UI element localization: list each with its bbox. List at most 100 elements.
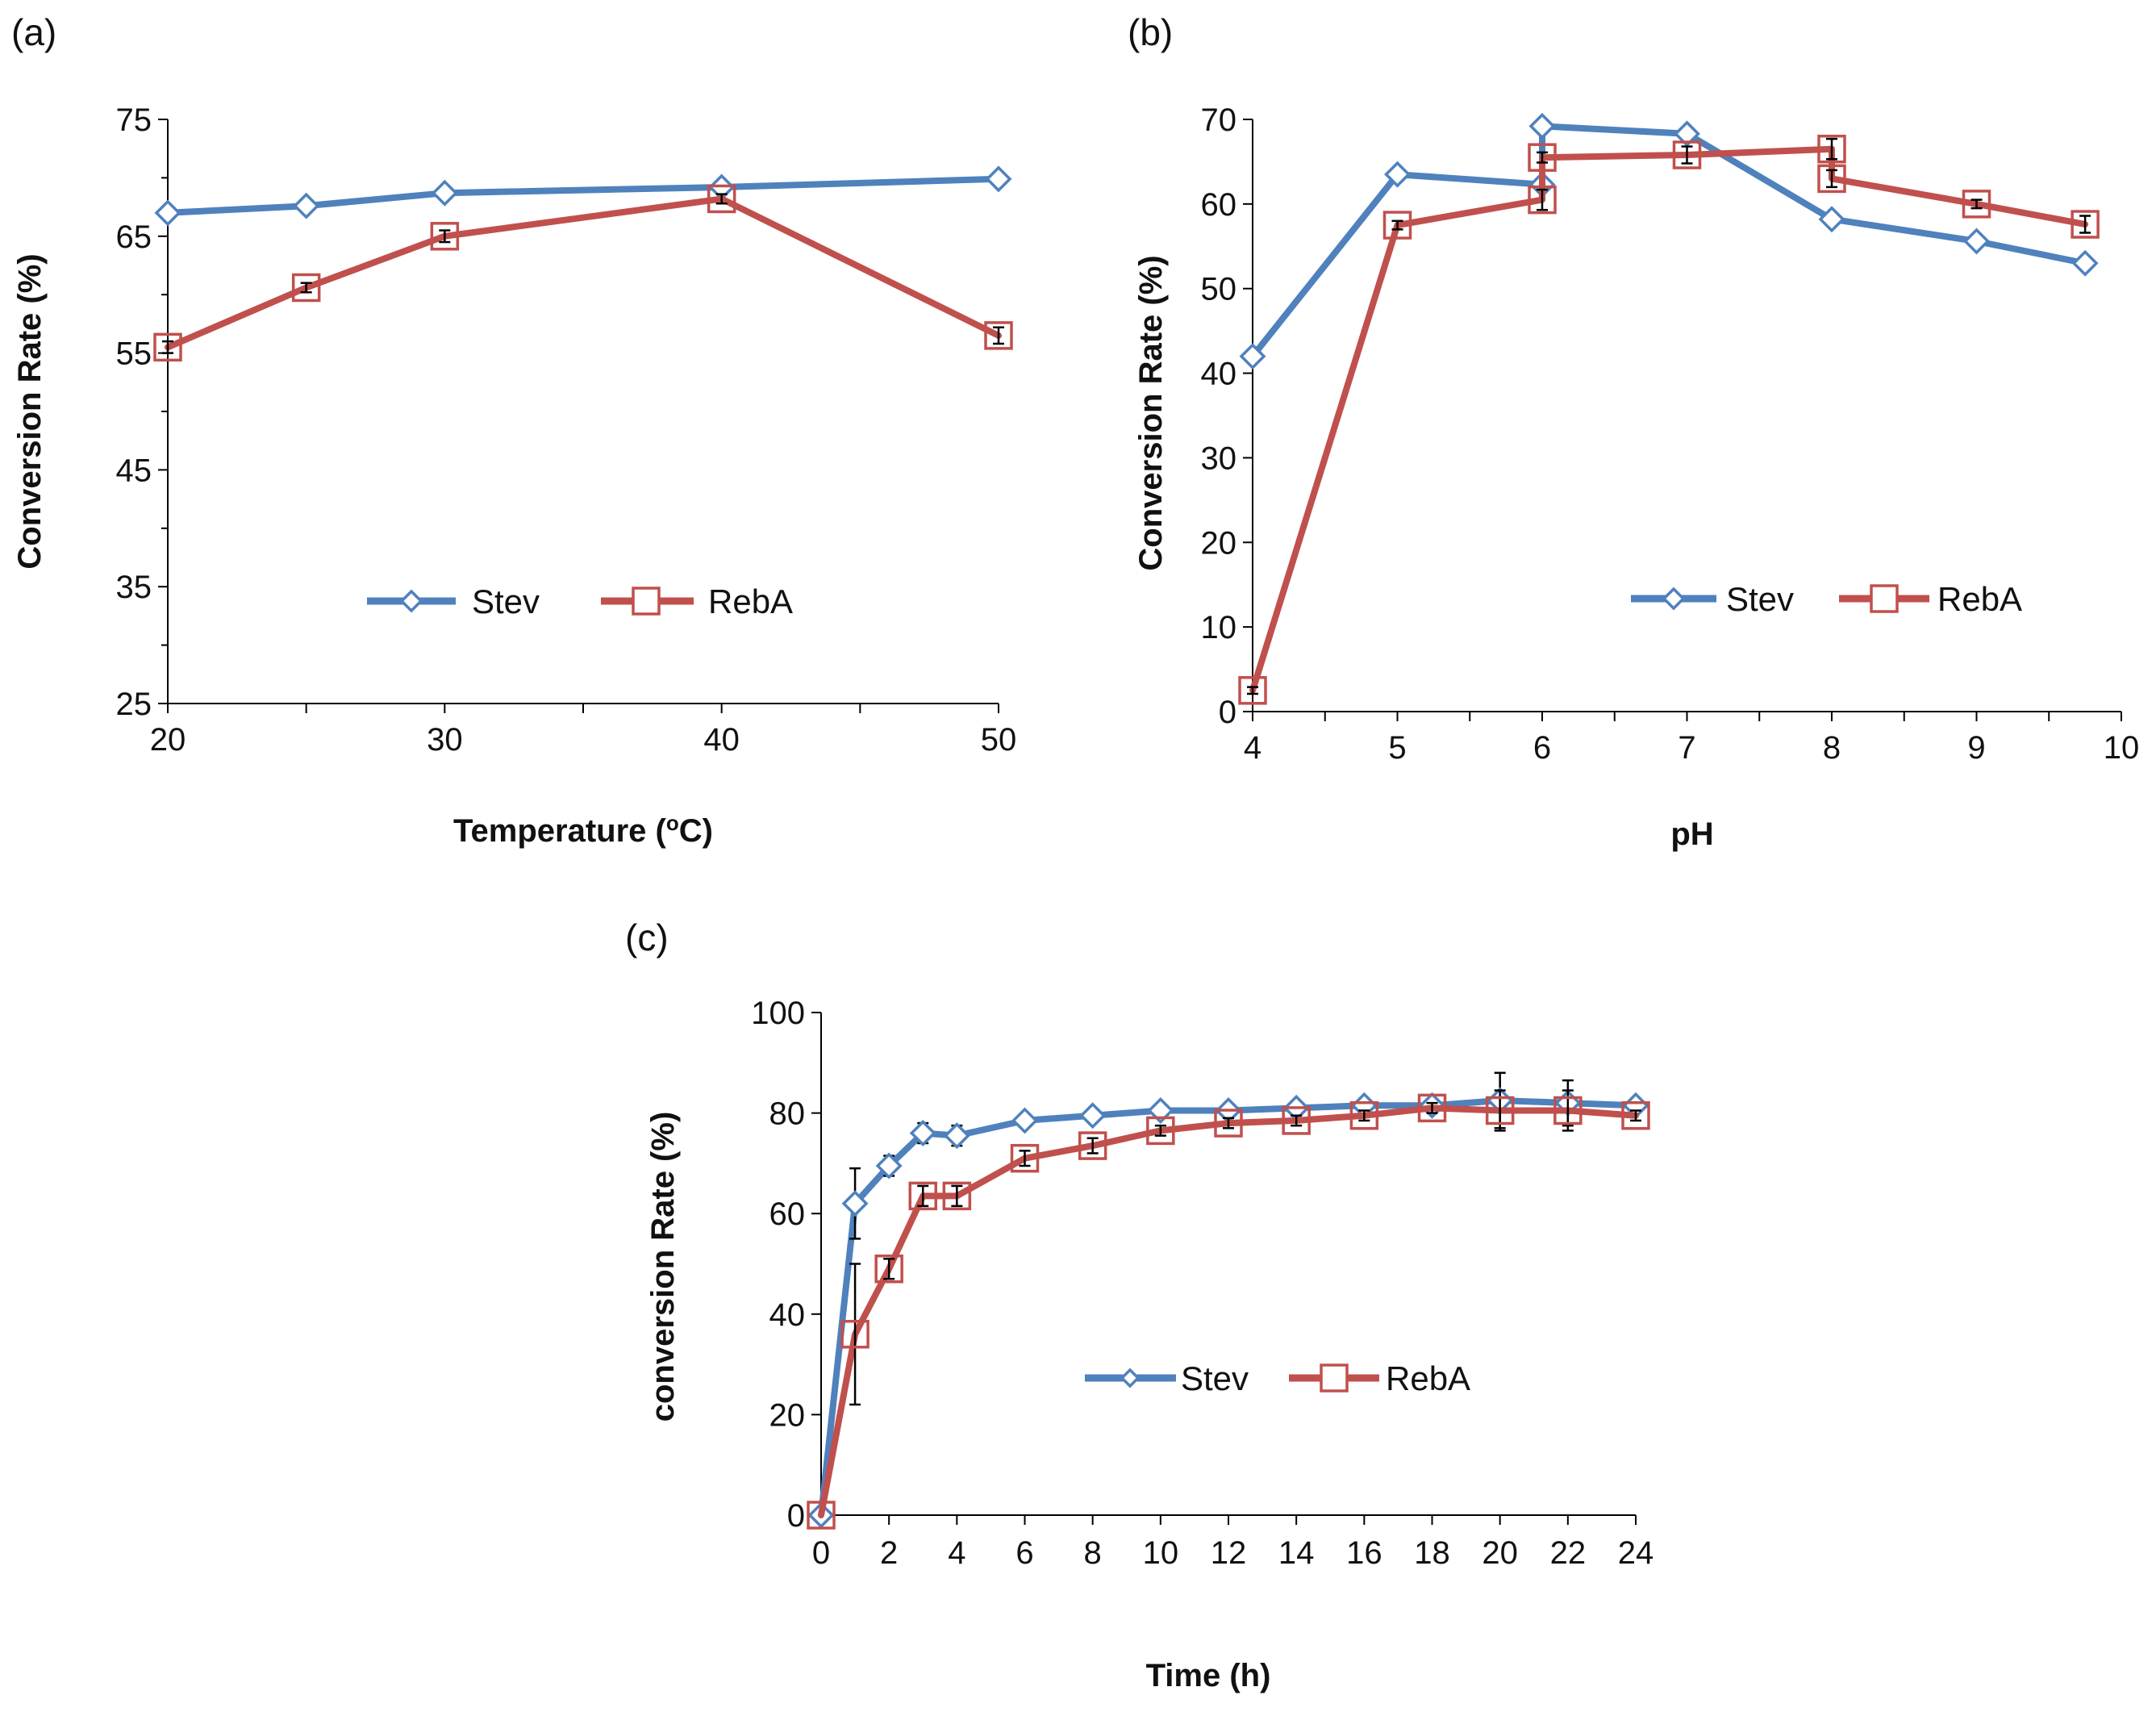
panel-b: (b) pH Conversion Rate (%) Stev RebA 0 10… bbox=[1128, 11, 2139, 852]
panel-a: (a) Temperature (oC) Conversion Rate (%)… bbox=[11, 11, 1016, 849]
panel-a-legend-stev-marker bbox=[399, 589, 423, 613]
panel-c-series-stev-point bbox=[1079, 1102, 1107, 1130]
panel-b-x-tick-label: 4 bbox=[1244, 730, 1261, 766]
panel-b-y-tick-label: 10 bbox=[1201, 610, 1237, 645]
panel-b-series-stev-line bbox=[1249, 123, 2089, 360]
panel-b-series-reba-point bbox=[2071, 210, 2100, 239]
panel-a-series-reba bbox=[153, 184, 1013, 362]
panel-b-y-tick-label: 50 bbox=[1201, 272, 1237, 307]
panel-c-x-tick-label: 16 bbox=[1346, 1535, 1382, 1571]
panel-b-x-tick-label: 6 bbox=[1533, 730, 1551, 766]
panel-c-label: (c) bbox=[625, 917, 669, 958]
panel-c-legend-stev-label: Stev bbox=[1181, 1359, 1249, 1397]
panel-c-series-reba-point bbox=[1621, 1100, 1650, 1130]
panel-a-y-tick-label: 65 bbox=[116, 219, 152, 255]
panel-a-series-reba-point bbox=[707, 184, 736, 214]
panel-b-series-stev-point bbox=[1963, 228, 1990, 255]
panel-b-y-axis-title: Conversion Rate (%) bbox=[1133, 255, 1169, 570]
panel-b-label: (b) bbox=[1128, 11, 1173, 53]
panel-c-legend-reba-marker bbox=[1320, 1363, 1349, 1393]
panel-a-y-tick-label: 35 bbox=[116, 570, 152, 605]
panel-b-series-stev-point bbox=[1528, 112, 1556, 140]
panel-c-x-tick-label: 18 bbox=[1414, 1535, 1450, 1571]
panel-b-legend: Stev RebA bbox=[1631, 580, 2022, 618]
panel-a-y-tick-label: 25 bbox=[116, 687, 152, 722]
panel-c-series-reba bbox=[807, 1089, 1650, 1530]
panel-b-series-reba-point bbox=[1528, 185, 1557, 215]
panel-c-y-tick-label: 100 bbox=[751, 996, 805, 1031]
panel-b-x-axis-title: pH bbox=[1670, 816, 1713, 852]
panel-a-x-tick-label: 50 bbox=[981, 722, 1017, 758]
panel-b-legend-stev-marker bbox=[1662, 587, 1686, 611]
panel-b-series-stev-point bbox=[1818, 206, 1845, 233]
panel-c-series-reba-point bbox=[807, 1501, 836, 1530]
panel-a-series-stev-point bbox=[431, 179, 458, 207]
panel-c-x-tick-label: 6 bbox=[1015, 1535, 1033, 1571]
panel-c-x-tick-label: 12 bbox=[1211, 1535, 1247, 1571]
panel-b-y-tick-label: 30 bbox=[1201, 441, 1237, 476]
panel-c-series-reba-point bbox=[1553, 1096, 1583, 1125]
panel-b-legend-reba-label: RebA bbox=[1937, 580, 2022, 618]
panel-b-y-tick-label: 40 bbox=[1201, 357, 1237, 392]
panel-b-series-reba-point bbox=[1817, 164, 1846, 194]
panel-c-series-reba-point bbox=[908, 1181, 937, 1211]
panel-c-series-reba-point bbox=[1146, 1116, 1175, 1146]
panel-a-x-axis-title: Temperature (oC) bbox=[453, 811, 713, 849]
panel-b-y-tick-label: 0 bbox=[1219, 695, 1236, 730]
panel-c-series-stev-point bbox=[909, 1120, 936, 1146]
panel-a-x-tick-label: 30 bbox=[427, 722, 463, 758]
panel-c-y-tick-label: 60 bbox=[769, 1196, 806, 1232]
panel-a-x-tick-label: 40 bbox=[703, 722, 740, 758]
panel-a-label: (a) bbox=[11, 11, 56, 53]
panel-c-series-stev-point bbox=[1147, 1097, 1174, 1124]
panel-a-series-stev-point bbox=[154, 199, 181, 227]
panel-c-x-tick-label: 10 bbox=[1143, 1535, 1179, 1571]
panel-b-y-tick-label: 70 bbox=[1201, 102, 1237, 138]
panel-c-series-stev-point bbox=[943, 1122, 970, 1150]
panel-b-legend-stev-label: Stev bbox=[1726, 580, 1794, 618]
panel-c-series-stev-point bbox=[1011, 1107, 1038, 1134]
panel-c-y-axis-title: conversion Rate (%) bbox=[645, 1112, 681, 1422]
panel-b-series-reba-point bbox=[1382, 211, 1412, 240]
panel-c-series-reba-point bbox=[874, 1254, 903, 1284]
panel-b-series-reba-point bbox=[1238, 676, 1267, 705]
panel-c: (c) Time (h) conversion Rate (%) Stev Re… bbox=[625, 917, 1653, 1693]
panel-c-y-tick-label: 80 bbox=[769, 1096, 806, 1132]
panel-a-series-stev bbox=[154, 165, 1012, 227]
panel-b-x-tick-label: 8 bbox=[1823, 730, 1841, 766]
panel-c-y-tick-label: 40 bbox=[769, 1297, 806, 1333]
panel-b-x-tick-label: 7 bbox=[1678, 730, 1695, 766]
panel-c-legend: Stev RebA bbox=[1085, 1359, 1470, 1397]
panel-c-x-tick-label: 0 bbox=[812, 1535, 830, 1571]
panel-c-x-tick-label: 4 bbox=[948, 1535, 965, 1571]
panel-c-legend-reba-label: RebA bbox=[1386, 1359, 1470, 1397]
panel-b-series-reba bbox=[1238, 134, 2100, 705]
panel-a-legend-reba-label: RebA bbox=[708, 582, 793, 620]
panel-b-x-tick-label: 5 bbox=[1388, 730, 1406, 766]
panel-c-series-reba-point bbox=[942, 1181, 972, 1211]
panel-a-legend-stev-label: Stev bbox=[472, 582, 540, 620]
panel-b-y-tick-label: 20 bbox=[1201, 525, 1237, 561]
panel-b-series-reba-point bbox=[1962, 190, 1991, 219]
panel-a-legend: Stev RebA bbox=[367, 582, 793, 620]
panel-b-series-stev-point bbox=[1384, 161, 1411, 188]
panel-c-series-reba-point bbox=[840, 1319, 869, 1349]
panel-c-series-reba-point bbox=[1214, 1109, 1243, 1138]
panel-b-series-reba-point bbox=[1672, 140, 1702, 169]
panel-a-y-tick-label: 55 bbox=[116, 336, 152, 372]
panel-b-axes: 0 10 20 30 40 50 60 70 4 5 6 7 8 9 10 bbox=[1201, 102, 2140, 766]
panel-b-y-tick-label: 60 bbox=[1201, 187, 1237, 223]
panel-a-series-reba-point bbox=[153, 332, 182, 362]
panel-a-legend-reba-marker bbox=[632, 587, 661, 616]
panel-c-x-tick-label: 14 bbox=[1278, 1535, 1315, 1571]
panel-c-series-stev-point bbox=[875, 1152, 903, 1180]
panel-c-series-reba-point bbox=[1485, 1096, 1515, 1125]
panel-c-x-tick-label: 2 bbox=[880, 1535, 898, 1571]
panel-c-x-axis-title: Time (h) bbox=[1146, 1658, 1271, 1693]
panel-c-series-reba-point bbox=[1417, 1093, 1447, 1123]
panel-a-y-axis-title: Conversion Rate (%) bbox=[12, 253, 48, 569]
panel-b-x-tick-label: 10 bbox=[2104, 730, 2140, 766]
panel-c-series-stev-point bbox=[841, 1190, 869, 1217]
